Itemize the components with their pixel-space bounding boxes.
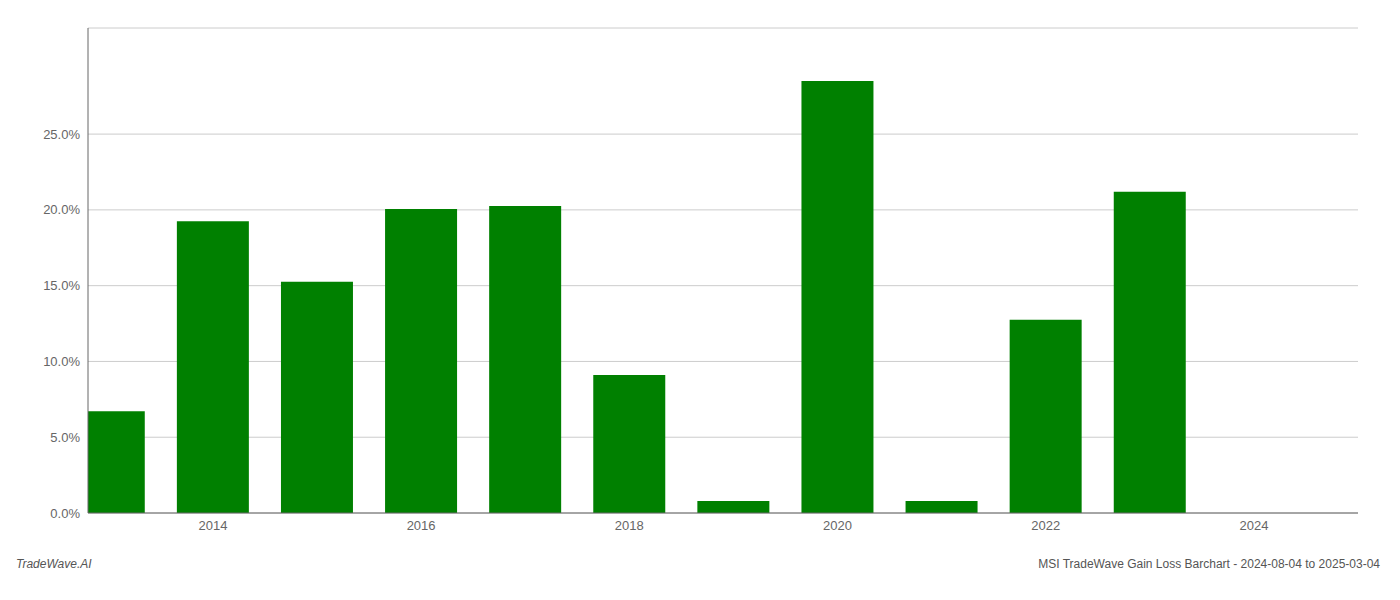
svg-text:10.0%: 10.0% [43, 354, 80, 369]
svg-text:15.0%: 15.0% [43, 278, 80, 293]
svg-text:2020: 2020 [823, 518, 852, 533]
svg-text:2024: 2024 [1239, 518, 1268, 533]
svg-text:2014: 2014 [198, 518, 227, 533]
svg-text:5.0%: 5.0% [50, 430, 80, 445]
html-text:TradeWave.AI: TradeWave.AI [16, 557, 92, 571]
html-text:MSI TradeWave Gain Loss Barcha: MSI TradeWave Gain Loss Barchart - 2024-… [1038, 557, 1380, 571]
svg-text:2022: 2022 [1031, 518, 1060, 533]
svg-text:2016: 2016 [407, 518, 436, 533]
svg-text:2018: 2018 [615, 518, 644, 533]
svg-text:20.0%: 20.0% [43, 202, 80, 217]
svg-text:25.0%: 25.0% [43, 127, 80, 142]
svg-text:0.0%: 0.0% [50, 506, 80, 521]
